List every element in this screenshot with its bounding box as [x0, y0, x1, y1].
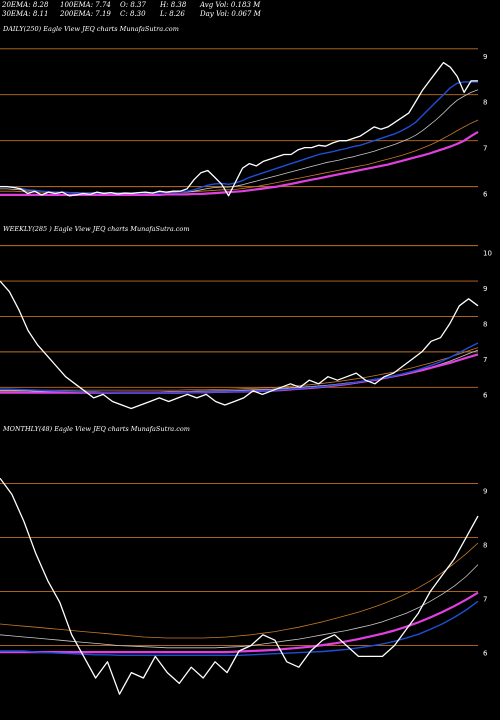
daily-level-label: 7 [483, 145, 487, 153]
daily-price-line [0, 61, 478, 197]
daily-panel-title: DAILY(250) Eagle View JEQ charts MunafaS… [3, 25, 179, 33]
monthly-panel: 9 8 7 6 [0, 477, 488, 695]
stat-20ema: 20EMA: 8.28 [2, 1, 49, 9]
daily-level-label: 9 [483, 53, 487, 61]
daily-level-label: 6 [483, 191, 488, 199]
weekly-level-label: 6 [483, 391, 488, 399]
weekly-ema-slow-line [0, 347, 479, 391]
stat-day-vol: Day Vol: 0.067 M [200, 10, 261, 18]
monthly-panel-title: MONTHLY(48) Eagle View JEQ charts Munafa… [3, 425, 190, 433]
monthly-ema-fast-line [0, 600, 479, 656]
weekly-ema-mid-line [0, 349, 479, 393]
stat-100ema: 100EMA: 7.74 [60, 1, 111, 9]
weekly-panel-title: WEEKLY(285 ) Eagle View JEQ charts Munaf… [3, 225, 190, 233]
weekly-ema-fast-line [0, 342, 479, 394]
weekly-level-label: 8 [483, 320, 487, 328]
daily-level-label: 8 [483, 99, 487, 107]
stat-open: O: 8.37 [120, 1, 146, 9]
weekly-level-label: 7 [483, 356, 487, 364]
daily-ema-long-line [0, 130, 479, 196]
monthly-ema-slow-line [0, 542, 479, 639]
daily-ema-mid-line [0, 89, 479, 194]
monthly-level-label: 9 [483, 488, 487, 496]
weekly-panel: 10 9 8 7 6 [0, 245, 492, 410]
daily-ema-fast-line [0, 81, 478, 194]
stat-30ema: 30EMA: 8.11 [2, 10, 49, 18]
monthly-level-label: 7 [483, 596, 487, 604]
weekly-level-label: 10 [483, 250, 492, 258]
monthly-level-label: 8 [483, 542, 487, 550]
stat-close: C: 8.30 [120, 10, 146, 18]
stat-200ema: 200EMA: 7.19 [60, 10, 111, 18]
weekly-price-line [0, 280, 479, 410]
monthly-ema-mid-line [0, 564, 479, 649]
monthly-level-label: 6 [483, 650, 488, 658]
daily-panel: 9 8 7 6 [0, 48, 488, 199]
weekly-level-label: 9 [483, 285, 487, 293]
stats-header: 20EMA: 8.28 100EMA: 7.74 O: 8.37 H: 8.38… [0, 0, 500, 20]
stat-high: H: 8.38 [160, 1, 187, 9]
monthly-ema-long-line [0, 591, 479, 654]
monthly-price-line [0, 477, 479, 695]
stat-avg-vol: Avg Vol: 0.183 M [200, 1, 261, 9]
stat-low: L: 8.26 [160, 10, 185, 18]
